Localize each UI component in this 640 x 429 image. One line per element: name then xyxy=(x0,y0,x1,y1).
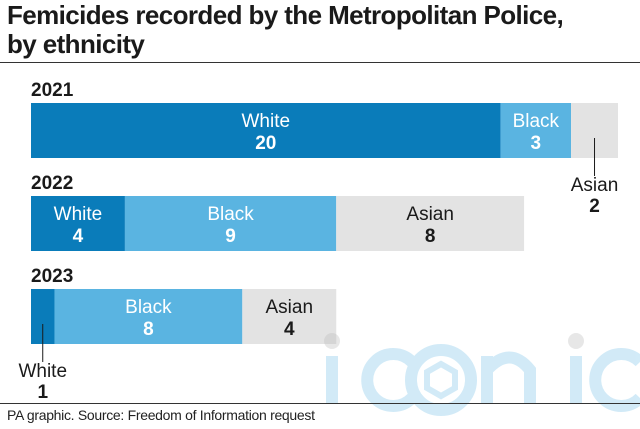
watermark-letter-i-1 xyxy=(326,356,338,404)
watermark-letter-c-2 xyxy=(589,348,640,412)
segment-value-2023-black: 8 xyxy=(143,319,154,340)
segment-label-2021-white: White xyxy=(242,111,291,132)
bar-2023-white xyxy=(31,289,55,344)
chart-title-line-1: Femicides recorded by the Metropolitan P… xyxy=(7,0,564,30)
segment-label-2021-asian: Asian xyxy=(571,175,619,196)
segment-label-2023-white: White xyxy=(18,361,67,382)
watermark-letter-n xyxy=(481,351,536,404)
segment-value-2021-black: 3 xyxy=(531,133,542,154)
segment-label-2023-asian: Asian xyxy=(266,297,314,318)
watermark-dot-2 xyxy=(568,333,584,349)
bar-2021-black xyxy=(500,103,572,158)
footer-divider xyxy=(0,403,640,404)
bar-2021-white xyxy=(31,103,501,158)
segment-value-2021-white: 20 xyxy=(255,133,276,154)
title-divider xyxy=(0,62,640,63)
segment-value-2022-asian: 8 xyxy=(425,226,436,247)
watermark-letter-c-1 xyxy=(361,348,417,412)
bar-2023-asian xyxy=(242,289,337,344)
chart-title-line-2: by ethnicity xyxy=(7,29,145,59)
segment-value-2022-black: 9 xyxy=(225,226,236,247)
segment-label-2023-black: Black xyxy=(125,297,172,318)
watermark-dot-1 xyxy=(324,333,340,349)
bar-2022-asian xyxy=(336,196,525,251)
year-label-2021: 2021 xyxy=(31,80,74,101)
watermark-hexagon xyxy=(424,360,458,400)
watermark-letter-i-2 xyxy=(570,356,582,404)
year-label-2022: 2022 xyxy=(31,173,73,194)
segment-value-2023-asian: 4 xyxy=(284,319,295,340)
watermark-letter-o xyxy=(405,344,477,416)
bar-2023-black xyxy=(54,289,243,344)
source-note: PA graphic. Source: Freedom of Informati… xyxy=(7,407,315,423)
segment-value-2023-white: 1 xyxy=(37,382,48,403)
bar-2022-white xyxy=(31,196,125,251)
segment-label-2022-asian: Asian xyxy=(406,204,454,225)
year-label-2023: 2023 xyxy=(31,266,73,287)
segment-value-2021-asian: 2 xyxy=(589,196,600,217)
chart-title: Femicides recorded by the Metropolitan P… xyxy=(7,1,637,59)
segment-label-2022-white: White xyxy=(54,204,103,225)
segment-label-2022-black: Black xyxy=(207,204,254,225)
segment-label-2021-black: Black xyxy=(513,111,560,132)
bar-2022-black xyxy=(124,196,337,251)
segment-value-2022-white: 4 xyxy=(73,226,84,247)
